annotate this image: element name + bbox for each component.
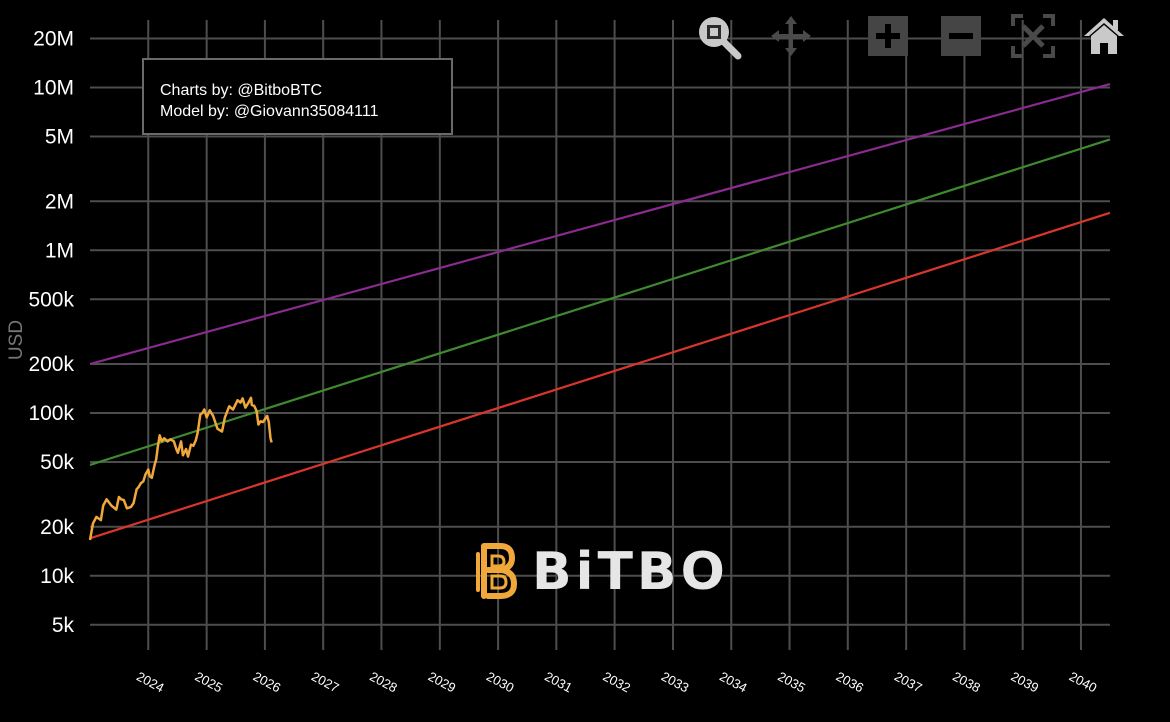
series-line-1 <box>89 138 1111 466</box>
x-tick-label: 2026 <box>251 669 284 696</box>
zoom-icon <box>699 17 742 60</box>
series-line-3 <box>88 396 273 541</box>
x-tick-label: 2031 <box>542 669 575 696</box>
zoom-out-button[interactable] <box>937 12 985 60</box>
pan-button[interactable] <box>767 12 815 60</box>
autoscale-button[interactable] <box>1009 12 1057 60</box>
y-tick-label: 5M <box>45 126 74 149</box>
x-tick-label: 2034 <box>717 669 750 696</box>
x-tick-label: 2029 <box>426 669 459 696</box>
x-tick-label: 2028 <box>367 669 400 696</box>
zoom-in-button[interactable] <box>864 12 912 60</box>
y-tick-label: 2M <box>45 190 74 213</box>
x-tick-label: 2033 <box>659 669 692 696</box>
credits-line-1: Charts by: @BitboBTC <box>160 82 323 99</box>
bitbo-b-icon <box>476 543 517 599</box>
x-tick-label: 2040 <box>1067 669 1100 696</box>
x-tick-label: 2024 <box>134 669 167 696</box>
y-tick-label: 1M <box>45 239 74 262</box>
y-tick-label: 5k <box>52 614 75 637</box>
modebar-toolbar <box>660 12 1124 64</box>
x-tick-label: 2035 <box>775 669 808 696</box>
zoom-button[interactable] <box>694 12 742 60</box>
logo-text: BiTBO <box>532 542 729 602</box>
x-tick-label: 2027 <box>309 669 342 696</box>
x-tick-label: 2036 <box>834 669 867 696</box>
y-tick-label: 200k <box>28 353 74 376</box>
x-tick-labels: 2024 2025 2026 2027 2028 2029 2030 2031 2032 2033… <box>134 669 1099 696</box>
y-tick-label: 100k <box>28 402 74 425</box>
credits-line-2: Model by: @Giovann35084111 <box>160 103 379 120</box>
x-tick-label: 2038 <box>950 669 983 696</box>
reset-axes-home-icon <box>1084 18 1124 54</box>
series-line-0 <box>89 83 1111 366</box>
bitbo-logo: BiTBO <box>474 540 725 602</box>
pan-icon <box>771 16 811 56</box>
x-tick-label: 2032 <box>600 669 633 696</box>
reset-axes-button[interactable] <box>1080 12 1128 60</box>
series-lines <box>88 83 1111 541</box>
autoscale-icon <box>1011 14 1055 58</box>
y-tick-label: 500k <box>28 288 74 311</box>
y-tick-label: 10M <box>33 77 74 100</box>
zoom-out-icon <box>941 16 981 56</box>
y-tick-labels: 5k 10k 20k 50k 100k 200k 500k 1M 2M 5M 10M 20M <box>28 28 74 637</box>
credits-box: Charts by: @BitboBTC Model by: @Giovann3… <box>142 58 453 135</box>
y-tick-label: 20M <box>33 28 74 51</box>
y-tick-label: 10k <box>40 565 74 588</box>
x-tick-label: 2039 <box>1009 669 1042 696</box>
y-tick-label: 20k <box>40 516 74 539</box>
series-line-2 <box>89 211 1111 540</box>
x-tick-label: 2025 <box>192 669 225 696</box>
zoom-in-icon <box>868 16 908 56</box>
y-tick-label: 50k <box>40 451 74 474</box>
x-tick-label: 2037 <box>892 669 925 696</box>
x-tick-label: 2030 <box>484 669 517 696</box>
y-axis-title: USD <box>6 320 27 360</box>
